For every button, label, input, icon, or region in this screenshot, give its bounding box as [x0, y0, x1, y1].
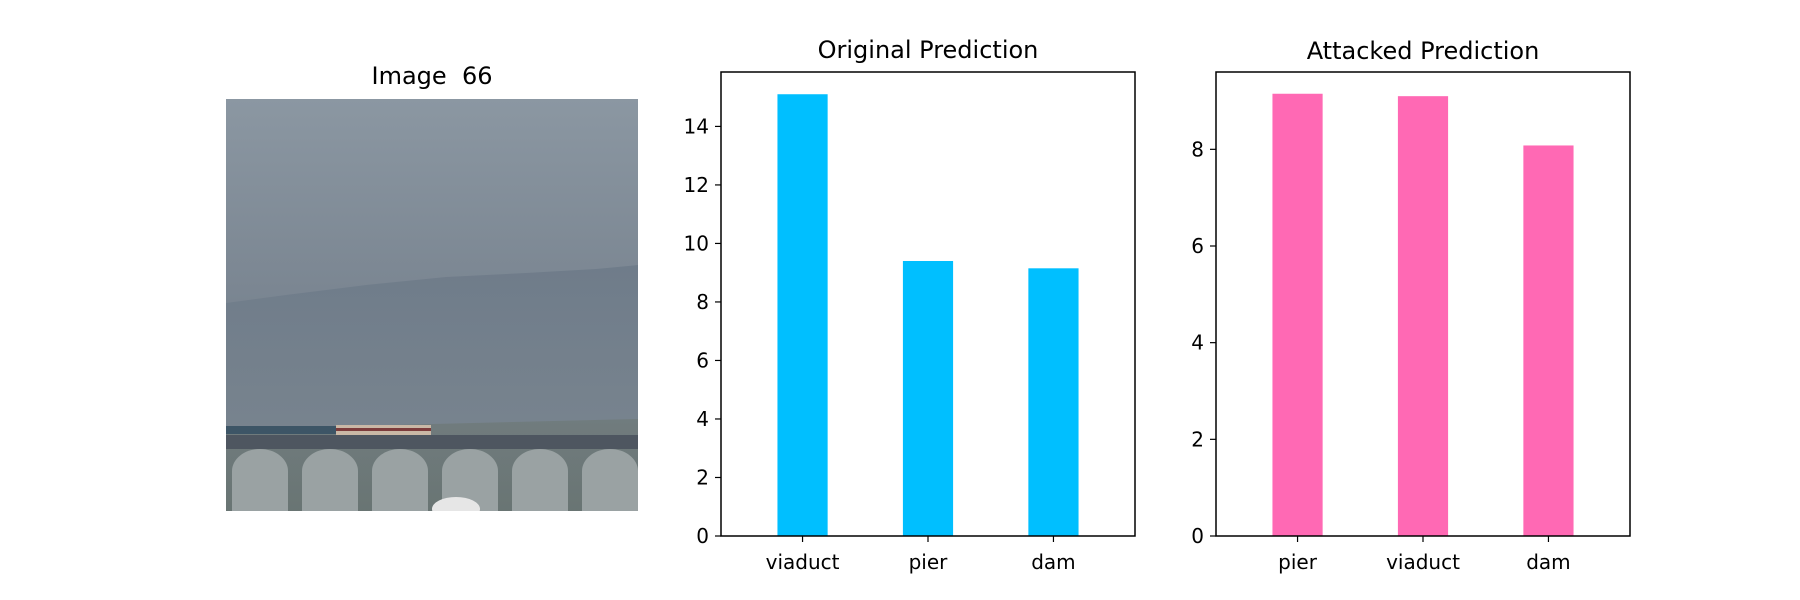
viaduct-arch	[232, 449, 288, 511]
y-tick-label: 14	[684, 114, 709, 138]
viaduct-arch	[582, 449, 638, 511]
y-tick-label: 12	[684, 173, 709, 197]
plot-frame	[1215, 71, 1631, 537]
y-tick-label: 4	[696, 407, 709, 431]
chart1-title: Original Prediction	[817, 36, 1039, 64]
y-tick-label: 8	[1191, 137, 1204, 161]
x-tick-label: pier	[1278, 550, 1318, 574]
bar-viaduct	[777, 94, 828, 536]
bar-dam	[1028, 268, 1079, 536]
viaduct-arch	[302, 449, 358, 511]
x-tick-label: viaduct	[766, 550, 840, 574]
chart-1: viaduct pier dam 0 2 4 6 8 10 12 14	[684, 71, 1136, 574]
viaduct-photo	[226, 99, 638, 511]
x-tick-label: dam	[1526, 550, 1570, 574]
y-tick-label: 8	[696, 290, 709, 314]
bar-viaduct	[1397, 96, 1449, 537]
chart2-title: Attacked Prediction	[1306, 37, 1540, 65]
x-tick-label: viaduct	[1386, 550, 1460, 574]
y-tick-label: 0	[696, 524, 709, 548]
plot-frame	[720, 71, 1136, 537]
y-tick-label: 2	[1191, 427, 1204, 451]
bar-dam	[1523, 145, 1574, 536]
y-tick-label: 2	[696, 465, 709, 489]
chart-2: pier viaduct dam 0 2 4 6 8	[1191, 71, 1631, 574]
viaduct-arch	[512, 449, 568, 511]
y-tick-label: 10	[684, 231, 709, 255]
viaduct-arch	[442, 449, 498, 511]
x-tick-label: pier	[909, 550, 949, 574]
bar-pier	[902, 260, 954, 536]
y-tick-label: 6	[1191, 234, 1204, 258]
bar-pier	[1272, 93, 1323, 536]
y-tick-label: 0	[1191, 524, 1204, 548]
x-tick-label: dam	[1031, 550, 1075, 574]
y-tick-label: 4	[1191, 331, 1204, 355]
viaduct-arch	[372, 449, 428, 511]
y-tick-label: 6	[696, 348, 709, 372]
image-title: Image 66	[371, 62, 493, 90]
